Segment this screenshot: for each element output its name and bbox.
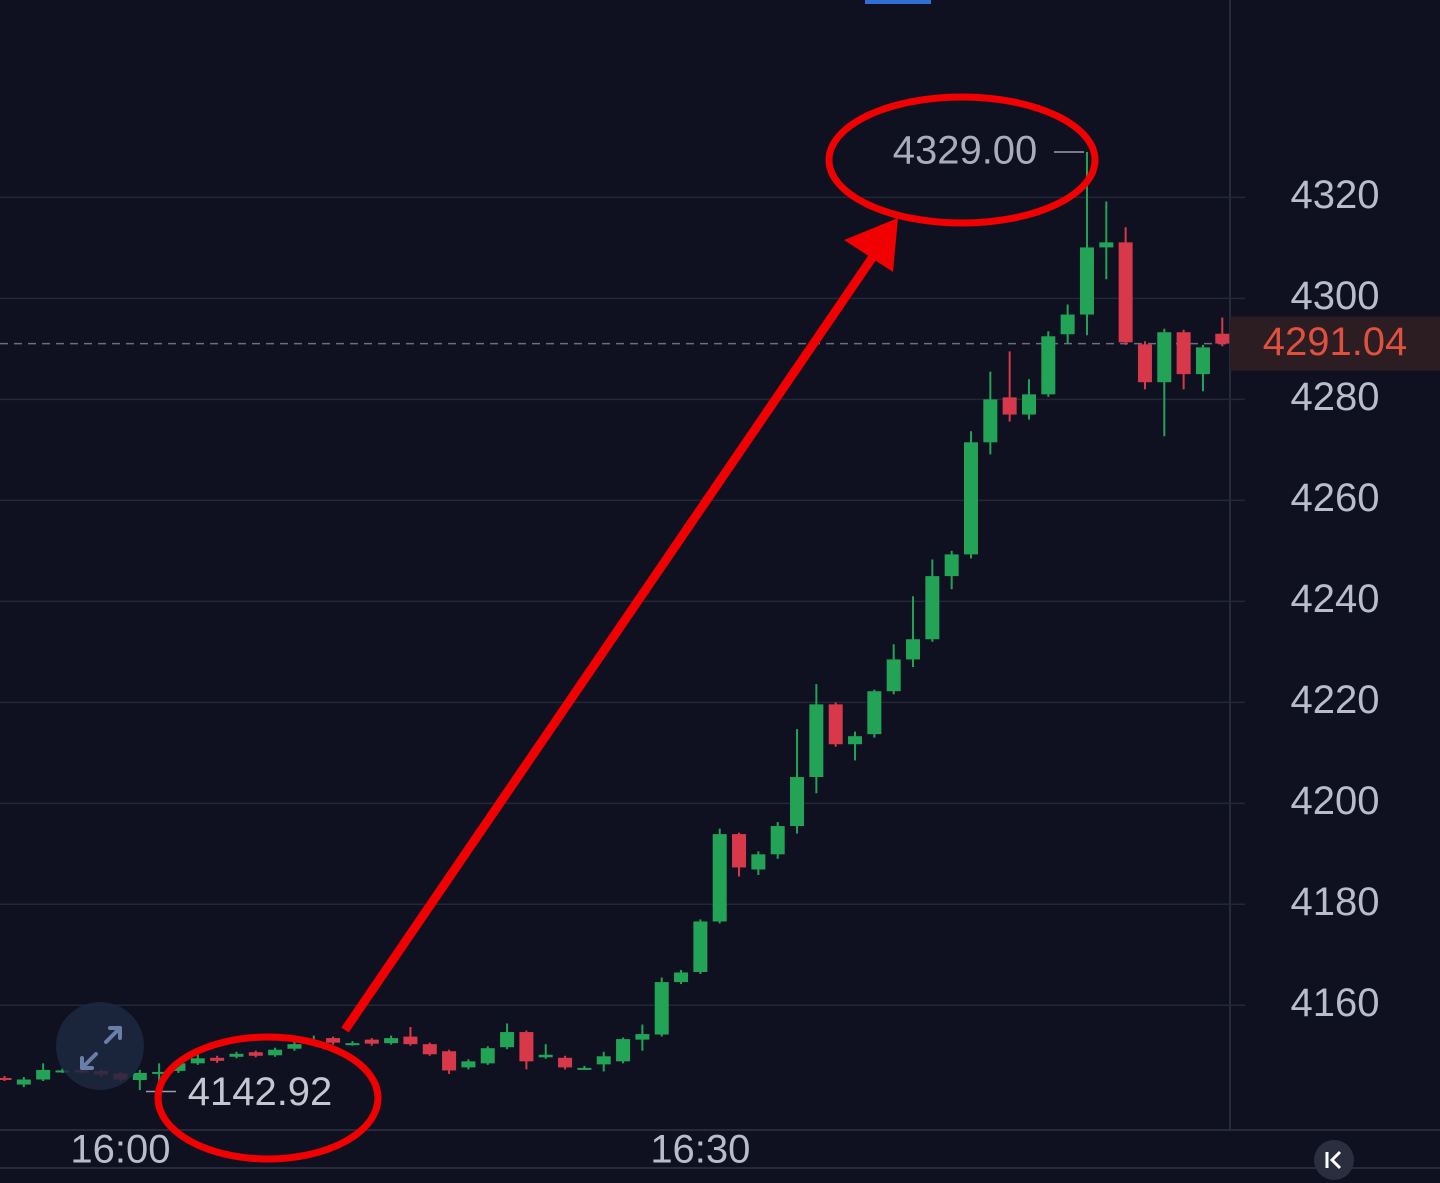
candle-body xyxy=(1137,344,1152,383)
low-marker-label: 4142.92 xyxy=(188,1070,333,1114)
candle-body xyxy=(422,1044,437,1055)
candle-body xyxy=(403,1036,418,1045)
candle-body xyxy=(983,399,998,443)
candle-body xyxy=(442,1051,457,1071)
last-price-box xyxy=(1230,316,1440,371)
expand-button-bg[interactable] xyxy=(56,1002,144,1090)
candle-body xyxy=(1021,394,1036,415)
candle-body xyxy=(809,704,824,778)
scroll-latest-icon[interactable] xyxy=(1325,1150,1342,1170)
y-tick-label: 4160 xyxy=(1291,981,1380,1025)
candle-body xyxy=(461,1061,476,1068)
candle-body xyxy=(790,777,805,827)
candle-body xyxy=(55,1070,70,1073)
candle-body xyxy=(480,1048,495,1064)
candle-body xyxy=(190,1058,205,1064)
tab-indicator xyxy=(865,0,931,4)
expand-icon[interactable] xyxy=(80,1026,122,1070)
candle-body xyxy=(867,691,882,735)
candle-body xyxy=(1195,347,1210,375)
candle-body xyxy=(616,1039,631,1062)
candle-body xyxy=(1079,247,1094,315)
candle-body xyxy=(500,1032,515,1048)
candle-body xyxy=(538,1054,553,1058)
candle-body xyxy=(674,972,689,983)
y-tick-label: 4300 xyxy=(1291,274,1380,318)
candle-body xyxy=(770,826,785,855)
scroll-latest-button[interactable] xyxy=(1314,1140,1354,1180)
candle-body xyxy=(577,1067,592,1070)
candle-body xyxy=(828,704,843,745)
candle-body xyxy=(1099,242,1114,248)
hand-drawn-markup xyxy=(154,93,1099,1163)
y-tick-label: 4240 xyxy=(1291,577,1380,621)
candle-body xyxy=(751,854,766,870)
candle-body xyxy=(964,442,978,555)
candle-body xyxy=(906,639,921,660)
arrow-head xyxy=(844,218,898,272)
candle-body xyxy=(1060,314,1075,335)
candle-body xyxy=(519,1032,534,1062)
y-tick-label: 4200 xyxy=(1291,779,1380,823)
grid xyxy=(0,196,1245,1007)
candle-body xyxy=(132,1072,147,1081)
candle-body xyxy=(0,1077,12,1080)
candle-body xyxy=(16,1079,31,1085)
y-tick-label: 4280 xyxy=(1291,375,1380,419)
candle-body xyxy=(1118,242,1133,343)
arrow-shaft xyxy=(341,255,876,1033)
high-marker-label: 4329.00 xyxy=(893,129,1038,173)
candle-body xyxy=(1002,397,1017,415)
candle-body xyxy=(36,1069,51,1080)
candle-body xyxy=(1176,332,1191,375)
candle-body xyxy=(326,1038,341,1043)
y-tick-label: 4320 xyxy=(1291,173,1380,217)
candle-body xyxy=(287,1044,302,1049)
candle-body xyxy=(171,1063,186,1071)
candles xyxy=(0,151,1230,1092)
y-tick-label: 4220 xyxy=(1291,678,1380,722)
candle-body xyxy=(635,1034,650,1040)
y-tick-label: 4180 xyxy=(1291,880,1380,924)
labels: 4160 4180 4200 4220 4240 4260 4280 4300 4320 16:0… xyxy=(70,129,1440,1172)
low-circle xyxy=(154,1033,382,1163)
candle-body xyxy=(944,554,959,577)
candle-body xyxy=(654,982,669,1035)
y-tick-label: 4260 xyxy=(1291,476,1380,520)
candle-body xyxy=(1041,336,1056,395)
candle-body xyxy=(925,576,940,640)
candle-body xyxy=(268,1049,283,1056)
candle-body xyxy=(558,1057,573,1068)
candle-body xyxy=(1215,333,1230,344)
candle-body xyxy=(384,1038,399,1044)
candle-body xyxy=(693,921,708,972)
candle-body xyxy=(210,1057,225,1061)
last-price-label: 4291.04 xyxy=(1263,320,1408,364)
candle-body xyxy=(229,1053,244,1057)
candle-body xyxy=(848,736,863,745)
candle-body xyxy=(345,1043,360,1046)
candle-body xyxy=(1157,332,1172,383)
x-tick-label: 16:30 xyxy=(650,1128,750,1172)
high-circle xyxy=(825,93,1099,227)
candle-body xyxy=(712,834,727,922)
candle-body xyxy=(152,1071,167,1074)
candle-body xyxy=(364,1039,379,1044)
candle-body xyxy=(732,834,747,868)
candle-body xyxy=(248,1052,263,1056)
candle-body xyxy=(886,659,901,692)
x-tick-label: 16:00 xyxy=(70,1128,170,1172)
expand-button[interactable] xyxy=(56,1002,144,1090)
candle-body xyxy=(596,1056,611,1065)
